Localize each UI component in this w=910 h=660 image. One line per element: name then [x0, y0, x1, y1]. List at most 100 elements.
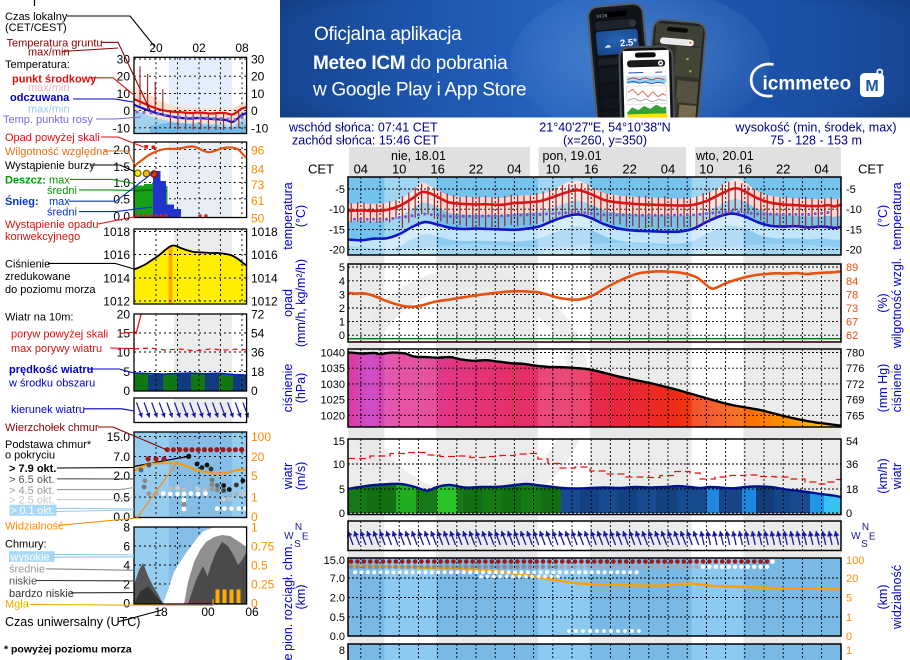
svg-text:20: 20: [251, 450, 265, 464]
svg-text:0: 0: [339, 330, 345, 342]
svg-text:0: 0: [123, 384, 130, 398]
svg-text:2: 2: [123, 578, 130, 592]
svg-text:73: 73: [846, 303, 858, 315]
svg-text:0.75: 0.75: [251, 540, 275, 554]
svg-text:S: S: [294, 539, 301, 550]
svg-text:* powyżej poziomu morza: * powyżej poziomu morza: [4, 644, 132, 656]
svg-text:Wiatr na 10m:: Wiatr na 10m:: [5, 312, 73, 324]
svg-text:1018: 1018: [251, 225, 278, 239]
svg-text:0: 0: [846, 631, 852, 643]
svg-text:10: 10: [392, 162, 406, 177]
svg-text:04: 04: [661, 162, 675, 177]
svg-text:1014: 1014: [103, 272, 130, 286]
svg-text:Wilgotność względna: Wilgotność względna: [5, 146, 109, 158]
svg-text:5: 5: [339, 262, 345, 274]
svg-text:14:26: 14:26: [596, 13, 608, 19]
svg-text:Temp. punktu rosy: Temp. punktu rosy: [3, 114, 93, 126]
svg-text:54: 54: [251, 327, 265, 341]
svg-text:icm: icm: [400, 338, 581, 455]
svg-text:-20: -20: [329, 245, 345, 257]
svg-text:16: 16: [738, 162, 752, 177]
svg-text:84: 84: [251, 162, 265, 176]
svg-text:04: 04: [507, 162, 521, 177]
svg-text:1040: 1040: [321, 348, 345, 360]
svg-text:5: 5: [846, 593, 852, 605]
svg-text:Temperatura gruntu: Temperatura gruntu: [7, 37, 103, 49]
svg-text:nie, 18.01: nie, 18.01: [391, 149, 446, 163]
svg-text:1: 1: [846, 612, 852, 624]
svg-text:-15: -15: [329, 224, 345, 236]
svg-text:temperatura: temperatura: [281, 182, 295, 249]
svg-text:(km/h): (km/h): [876, 458, 890, 493]
svg-text:20: 20: [251, 70, 265, 84]
svg-text:8: 8: [123, 521, 130, 535]
svg-text:1018: 1018: [103, 225, 130, 239]
svg-text:E: E: [869, 531, 876, 542]
svg-text:1: 1: [846, 645, 852, 657]
svg-text:21°40'27"E, 54°10'38"N: 21°40'27"E, 54°10'38"N: [539, 121, 670, 135]
svg-text:(km): (km): [294, 585, 308, 610]
svg-text:1.5: 1.5: [113, 160, 130, 174]
svg-text:776: 776: [846, 363, 864, 375]
svg-text:N: N: [862, 522, 869, 533]
svg-text:0.25: 0.25: [251, 578, 275, 592]
svg-text:niskie: niskie: [9, 576, 37, 588]
svg-text:S: S: [861, 539, 868, 550]
svg-text:50: 50: [251, 211, 265, 225]
svg-text:1: 1: [339, 317, 345, 329]
svg-text:3: 3: [339, 289, 345, 301]
svg-text:1: 1: [251, 521, 258, 535]
svg-text:do poziomu morza: do poziomu morza: [5, 284, 96, 296]
svg-text:> 4.5 okt.: > 4.5 okt.: [9, 485, 55, 497]
svg-text:1012: 1012: [103, 295, 130, 309]
svg-text:wschód słońca: 07:41 CET: wschód słońca: 07:41 CET: [288, 121, 438, 135]
svg-text:2: 2: [339, 303, 345, 315]
svg-text:100: 100: [846, 555, 864, 567]
svg-text:772: 772: [846, 379, 864, 391]
svg-text:wiatr: wiatr: [281, 463, 295, 490]
svg-text:62: 62: [846, 330, 858, 342]
svg-text:0.5: 0.5: [113, 192, 130, 206]
svg-text:opad: opad: [281, 289, 295, 317]
svg-text:1035: 1035: [321, 363, 345, 375]
svg-text:(x=260, y=350): (x=260, y=350): [563, 134, 647, 148]
svg-text:wilgotność wzgl.: wilgotność wzgl.: [890, 258, 904, 349]
svg-text:54: 54: [846, 436, 858, 448]
svg-text:0: 0: [251, 510, 258, 524]
svg-text:W: W: [851, 531, 861, 542]
svg-text:4: 4: [123, 559, 130, 573]
svg-text:2.0: 2.0: [113, 143, 130, 157]
svg-text:10: 10: [333, 459, 345, 471]
svg-text:18: 18: [154, 605, 168, 619]
svg-text:22: 22: [469, 162, 483, 177]
svg-text:temperatura: temperatura: [890, 182, 904, 249]
svg-text:22: 22: [776, 162, 790, 177]
svg-text:Opad powyżej skali: Opad powyżej skali: [5, 132, 100, 144]
svg-text:61: 61: [251, 194, 265, 208]
svg-text:w Google Play i App Store: w Google Play i App Store: [312, 79, 526, 100]
svg-text:1: 1: [251, 491, 258, 505]
svg-text:Podstawa chmur*: Podstawa chmur*: [5, 439, 92, 451]
svg-text:średnie: średnie: [9, 563, 45, 575]
svg-text:1014: 1014: [251, 272, 278, 286]
svg-text:4: 4: [339, 276, 345, 288]
svg-text:Wystąpienie burzy: Wystąpienie burzy: [5, 160, 95, 172]
svg-text:max/min: max/min: [28, 103, 70, 115]
svg-text:72: 72: [251, 308, 265, 322]
svg-text:(°C): (°C): [876, 205, 890, 227]
svg-text:CET: CET: [308, 162, 334, 177]
svg-text:(CET/CEST): (CET/CEST): [5, 22, 67, 34]
svg-text:0.0: 0.0: [113, 510, 130, 524]
svg-text:Deszcz:: Deszcz:: [5, 174, 46, 186]
svg-text:(hPa): (hPa): [294, 373, 308, 404]
svg-text:ciśnienie: ciśnienie: [281, 364, 295, 413]
svg-text:wysokość (min, środek, max): wysokość (min, środek, max): [734, 121, 896, 135]
svg-text:0: 0: [339, 508, 345, 520]
svg-text:75 - 128 - 153 m: 75 - 128 - 153 m: [770, 134, 862, 148]
svg-text:15.0: 15.0: [107, 430, 131, 444]
svg-text:10: 10: [117, 346, 131, 360]
svg-text:średni: średni: [47, 185, 77, 197]
svg-text:0: 0: [251, 384, 258, 398]
svg-text:36: 36: [251, 346, 265, 360]
svg-text:Czas uniwersalny (UTC): Czas uniwersalny (UTC): [5, 615, 140, 629]
